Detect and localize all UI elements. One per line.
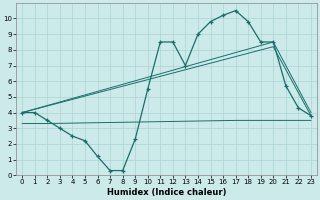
X-axis label: Humidex (Indice chaleur): Humidex (Indice chaleur) — [107, 188, 226, 197]
